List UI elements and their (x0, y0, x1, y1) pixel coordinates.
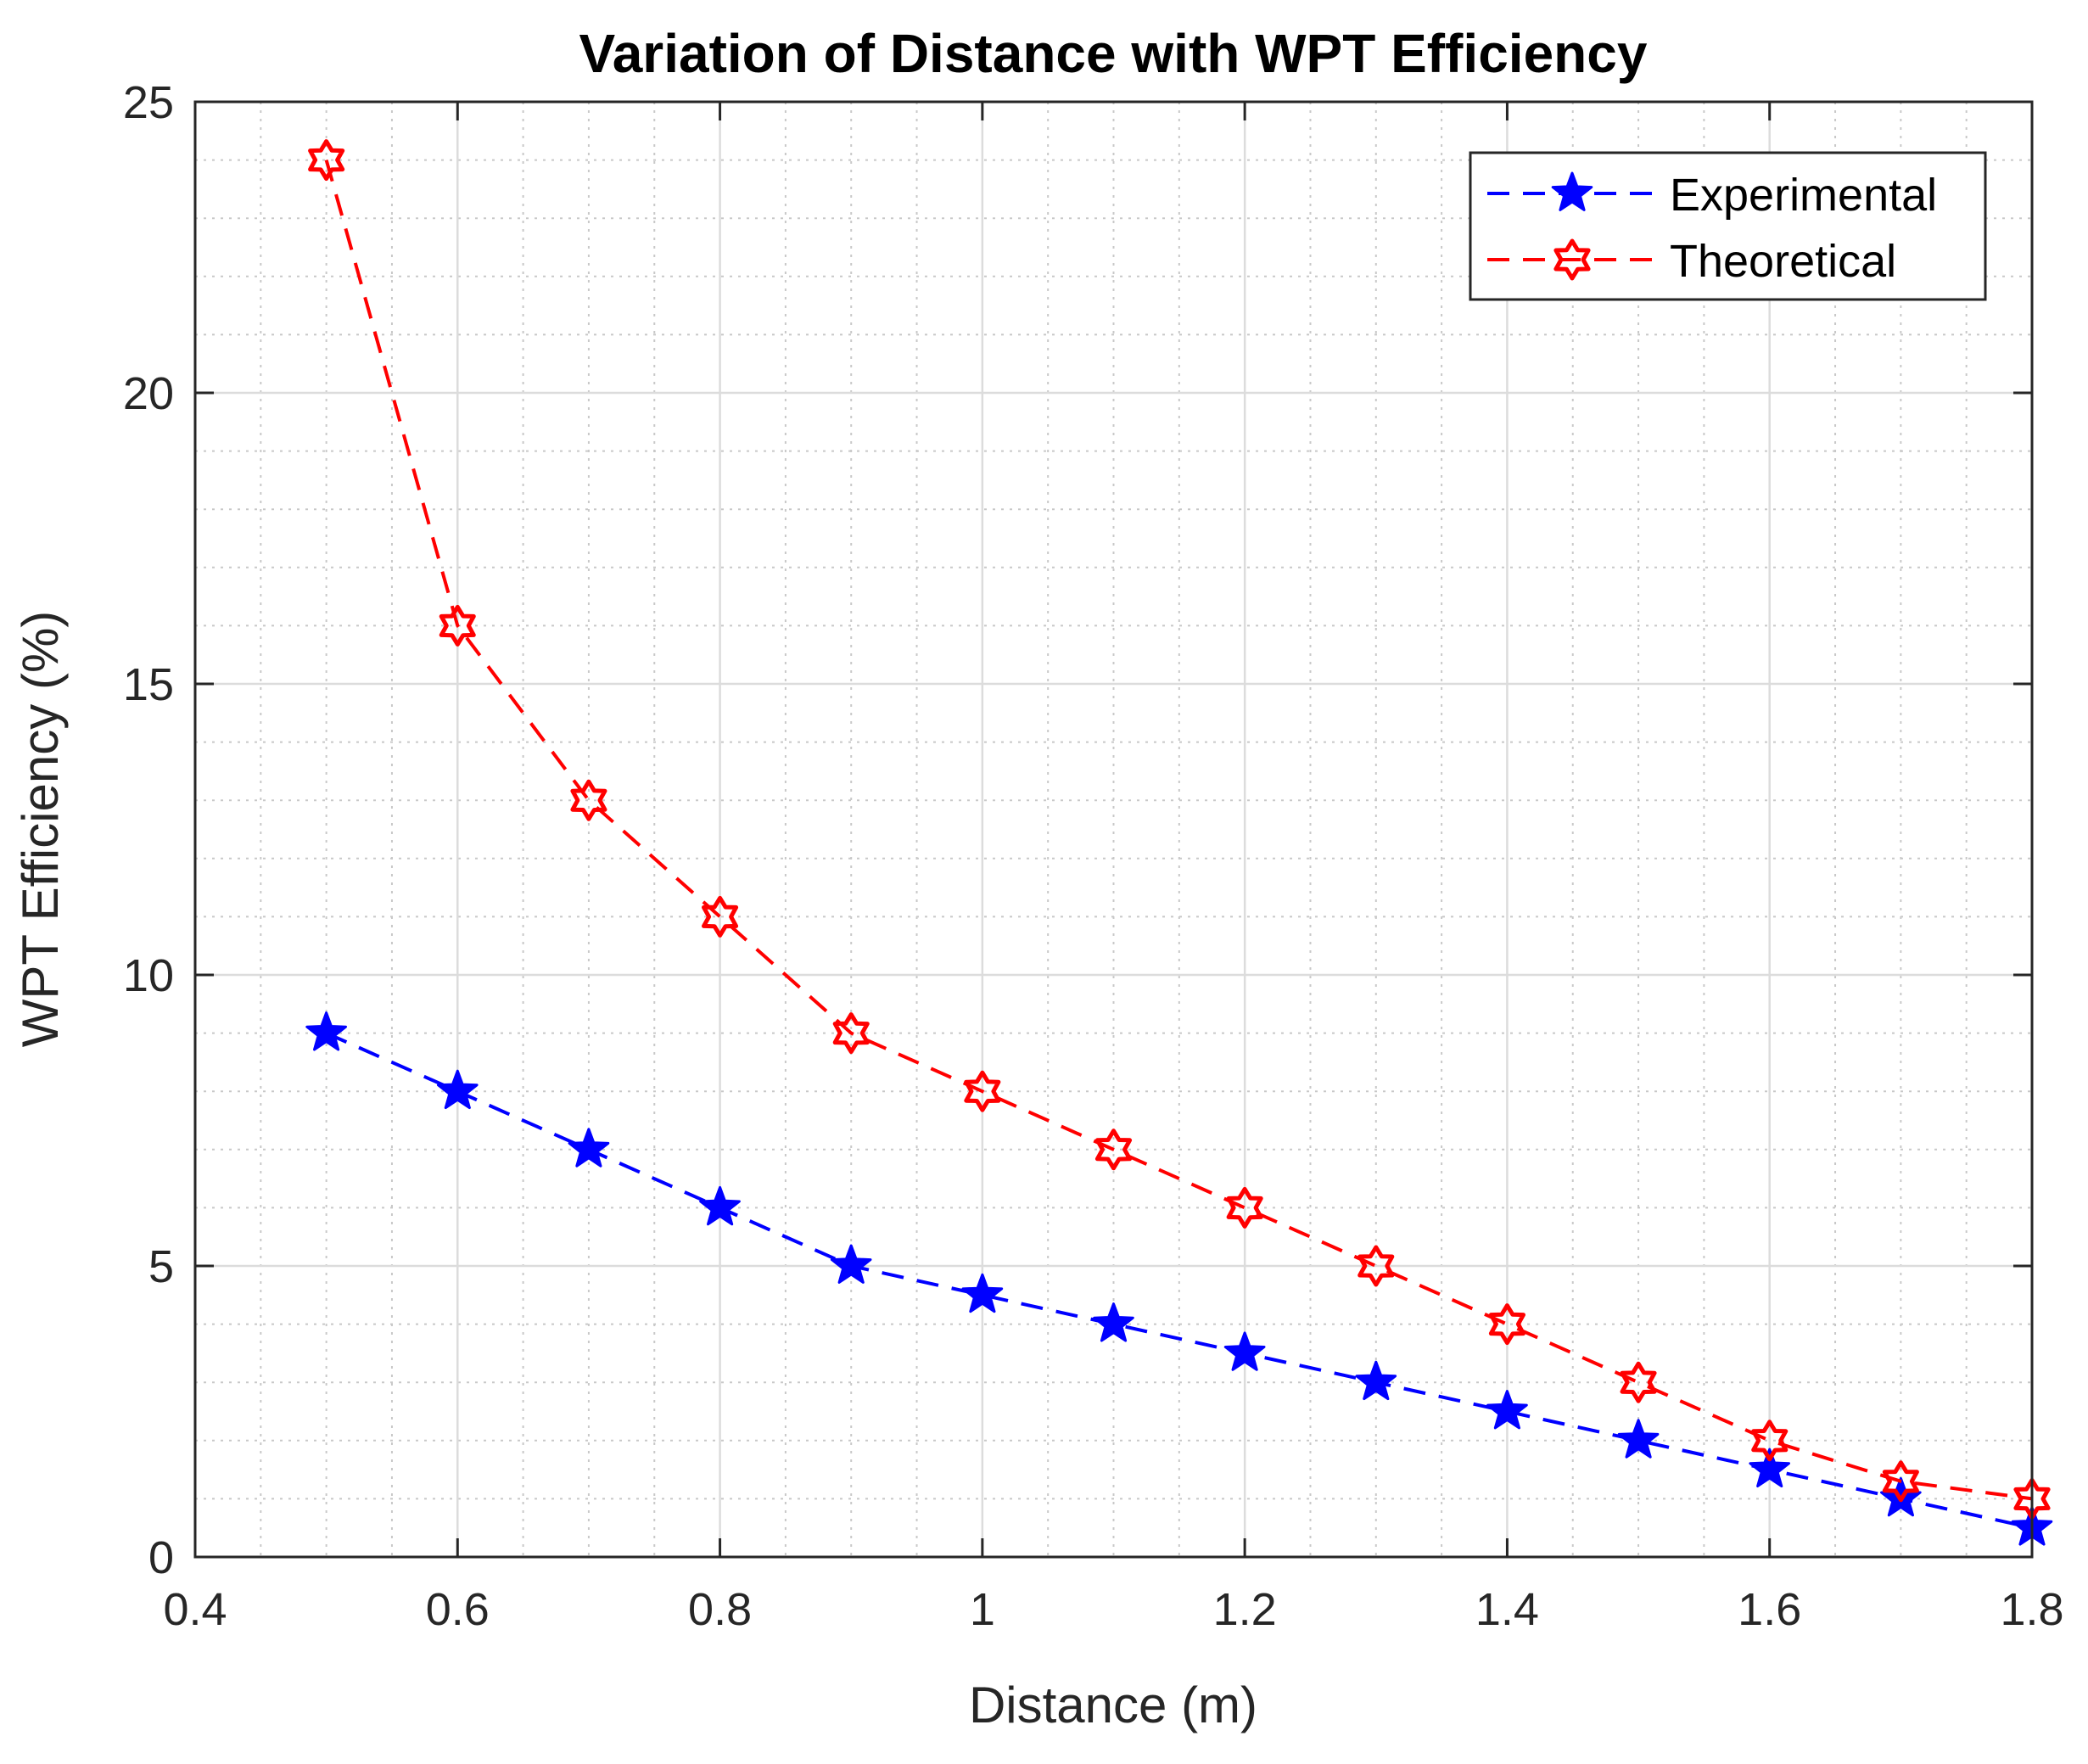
data-point-experimental (1486, 1390, 1528, 1430)
legend-marker-shape (1553, 238, 1591, 281)
data-point-theoretical (1620, 1361, 1657, 1403)
data-point-experimental (1617, 1419, 1660, 1459)
data-point-theoretical (1226, 1186, 1263, 1229)
data-point-experimental (1355, 1360, 1397, 1401)
y-tick-label: 5 (148, 1241, 174, 1292)
legend: Experimental Theoretical (1469, 151, 1987, 301)
data-point-theoretical (1751, 1420, 1789, 1462)
data-point-experimental (1223, 1331, 1266, 1371)
legend-entry-theoretical: Theoretical (1487, 236, 1896, 287)
x-tick-label: 1.8 (2000, 1584, 2063, 1635)
y-tick-label: 15 (123, 659, 174, 710)
plot-area (195, 102, 2032, 1557)
data-point-theoretical (1882, 1460, 1919, 1503)
x-tick-label: 0.6 (426, 1584, 490, 1635)
data-point-theoretical (570, 779, 607, 821)
y-tick-label: 0 (148, 1532, 174, 1583)
data-point-experimental (305, 1011, 347, 1051)
x-tick-label: 1.6 (1738, 1584, 1801, 1635)
y-axis-label: WPT Efficiency (%) (12, 611, 69, 1048)
x-tick-label: 1.4 (1475, 1584, 1539, 1635)
data-point-experimental (1093, 1302, 1134, 1342)
data-point-experimental (961, 1273, 1004, 1313)
data-point-theoretical (1488, 1303, 1525, 1346)
x-axis-label: Distance (m) (969, 1677, 1257, 1733)
y-tick-labels: 0 5 10 15 20 25 (123, 77, 174, 1583)
legend-box (1469, 151, 1987, 301)
plot-frame (193, 100, 2034, 1559)
legend-label-theoretical: Theoretical (1670, 236, 1896, 287)
y-tick-label: 25 (123, 77, 174, 128)
series-line-theoretical (324, 160, 2033, 1501)
series-line-experimental (325, 1031, 2033, 1530)
x-tick-label: 1 (970, 1584, 995, 1635)
x-tick-label: 1.2 (1213, 1584, 1277, 1635)
y-tick-label: 20 (123, 368, 174, 419)
series-layer (305, 139, 2053, 1546)
chart-title: Variation of Distance with WPT Efficienc… (579, 23, 1648, 84)
x-tick-label: 0.4 (163, 1584, 227, 1635)
legend-label-experimental: Experimental (1670, 170, 1937, 221)
x-tick-labels: 0.4 0.6 0.8 1 1.2 1.4 1.6 1.8 (163, 1584, 2063, 1635)
data-point-experimental (1749, 1448, 1790, 1487)
legend-marker-experimental (1551, 171, 1593, 211)
data-point-experimental (437, 1069, 479, 1110)
x-tick-label: 0.8 (688, 1584, 752, 1635)
data-point-experimental (699, 1185, 741, 1226)
y-tick-label: 10 (123, 950, 174, 1001)
axis-ticks (193, 100, 2034, 1559)
data-point-theoretical (1094, 1128, 1133, 1171)
legend-marker-theoretical (1553, 238, 1591, 281)
data-point-experimental (568, 1128, 610, 1168)
legend-entry-experimental: Experimental (1487, 170, 1937, 221)
data-point-theoretical (832, 1012, 870, 1055)
data-point-theoretical (1357, 1245, 1395, 1287)
data-point-experimental (830, 1244, 872, 1284)
series-theoretical (308, 139, 2051, 1520)
data-point-theoretical (964, 1070, 1001, 1112)
data-point-theoretical (702, 895, 739, 938)
legend-marker-shape (1551, 171, 1593, 211)
data-point-theoretical (308, 139, 345, 182)
data-point-theoretical (439, 604, 476, 647)
